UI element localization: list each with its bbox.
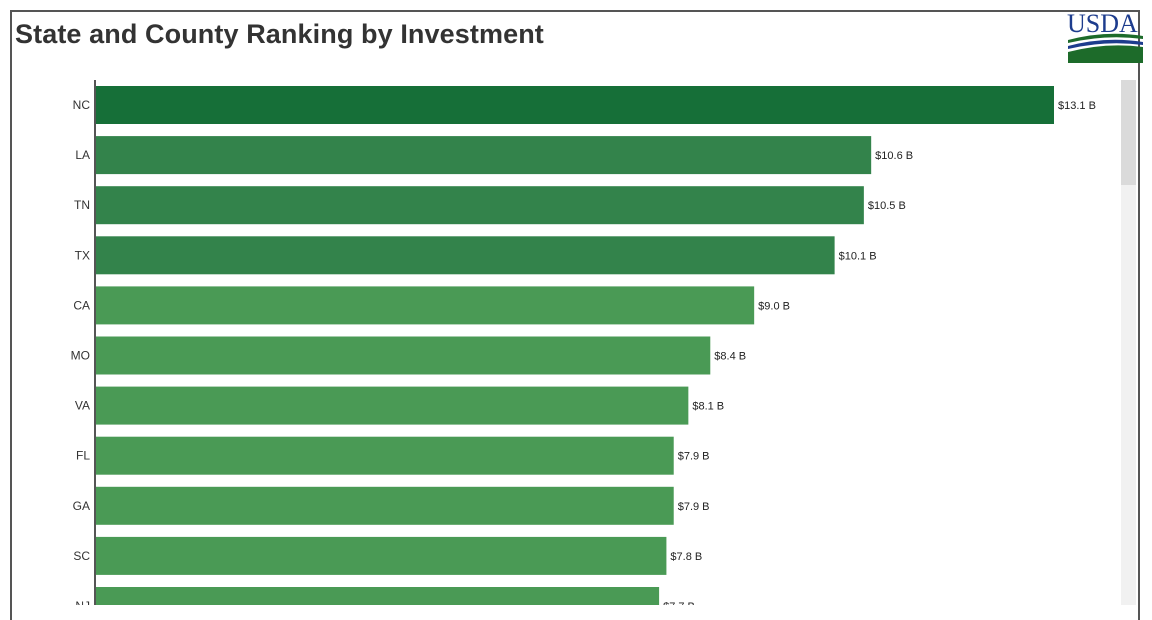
bar-value-label: $8.1 B (692, 401, 724, 413)
category-tick-label: FL (76, 449, 90, 463)
bar-value-label: $8.4 B (714, 351, 746, 363)
bar-fl[interactable] (96, 436, 674, 475)
usda-logo-text: USDA (1067, 10, 1138, 38)
category-tick-label: VA (75, 399, 90, 413)
bar-value-label: $7.9 B (678, 501, 710, 513)
bar-sc[interactable] (96, 536, 667, 575)
category-tick-label: TX (75, 248, 90, 262)
category-tick-label: SC (73, 549, 90, 563)
bar-tx[interactable] (96, 236, 835, 275)
category-tick-label: TN (74, 198, 90, 212)
category-tick-label: NC (73, 98, 91, 112)
bar-value-label: $10.1 B (839, 250, 877, 262)
bar-value-label: $10.5 B (868, 200, 906, 212)
bar-ca[interactable] (96, 286, 755, 325)
bar-ga[interactable] (96, 486, 674, 525)
bar-value-label: $7.8 B (670, 551, 702, 563)
bar-nc[interactable] (96, 86, 1054, 124)
bar-chart: NC $13.1 B LA $10.6 B TN $10.5 B TX $10.1 B CA $9… (71, 80, 1096, 605)
bar-value-label: $7.9 B (678, 451, 710, 463)
bar-value-label: $13.1 B (1058, 100, 1096, 112)
bar-value-label: $7.7 B (663, 601, 695, 605)
category-tick-label: GA (73, 499, 90, 513)
bar-mo[interactable] (96, 336, 711, 375)
category-tick-label: NJ (75, 599, 90, 605)
bar-tn[interactable] (96, 186, 864, 225)
scrollbar-track[interactable] (1121, 80, 1136, 605)
scrollbar-thumb[interactable] (1121, 80, 1136, 185)
bar-nj[interactable] (96, 587, 660, 605)
bar-value-label: $9.0 B (758, 300, 790, 312)
bar-la[interactable] (96, 136, 872, 175)
chart-frame (10, 10, 1140, 620)
category-tick-label: CA (73, 298, 90, 312)
page-title: State and County Ranking by Investment (15, 19, 544, 49)
usda-logo: USDA (1067, 10, 1143, 63)
category-tick-label: LA (75, 148, 90, 162)
bar-value-label: $10.6 B (875, 150, 913, 162)
bar-va[interactable] (96, 386, 689, 425)
category-tick-label: MO (71, 349, 90, 363)
